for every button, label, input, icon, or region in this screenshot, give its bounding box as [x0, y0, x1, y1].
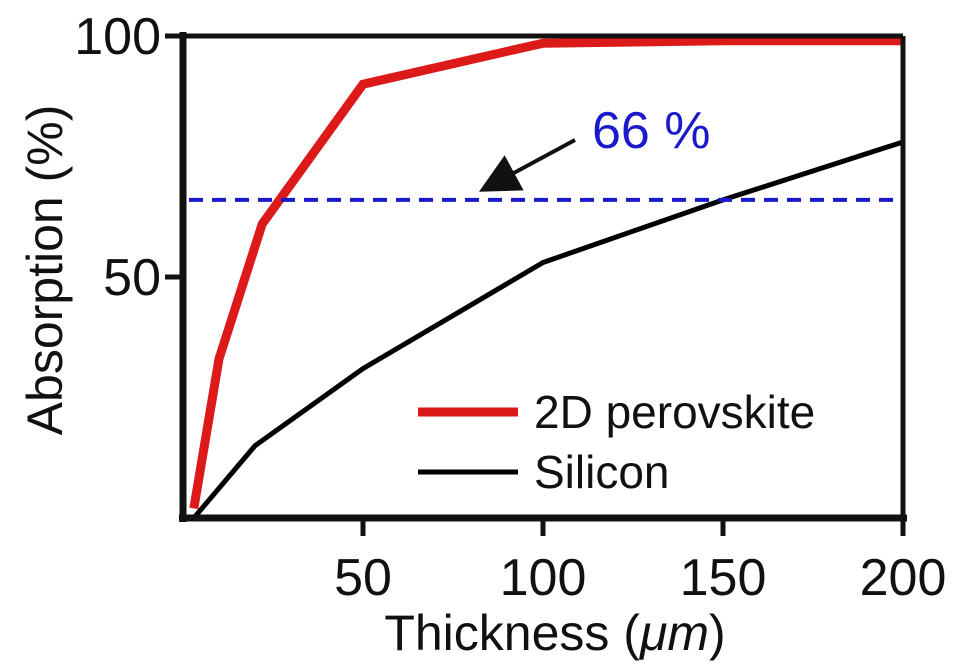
legend-label-silicon: Silicon: [534, 446, 670, 498]
x-tick-label: 200: [860, 549, 947, 607]
x-axis-title-main: Thickness (: [384, 605, 640, 661]
x-tick-label: 100: [500, 549, 587, 607]
y-tick-label: 50: [103, 249, 161, 307]
legend-label-perovskite: 2D perovskite: [534, 386, 815, 438]
text-layer: Absorption (%) Thickness (μm) 66 % 50 100 1…: [17, 8, 946, 661]
annotation-label: 66 %: [592, 102, 711, 160]
annotation-arrow: [478, 138, 576, 192]
x-axis-title: Thickness (μm): [384, 605, 725, 661]
x-tick-label: 150: [680, 549, 767, 607]
y-axis-title: Absorption (%): [17, 105, 73, 436]
x-axis-title-unit: μm: [638, 605, 709, 661]
series-line-perovskite: [189, 36, 903, 510]
x-tick-label: 50: [334, 549, 392, 607]
series-line-silicon: [191, 139, 904, 520]
x-axis-title-close: ): [709, 605, 726, 661]
y-tick-label: 100: [74, 8, 161, 66]
plot-area: [165, 32, 907, 536]
